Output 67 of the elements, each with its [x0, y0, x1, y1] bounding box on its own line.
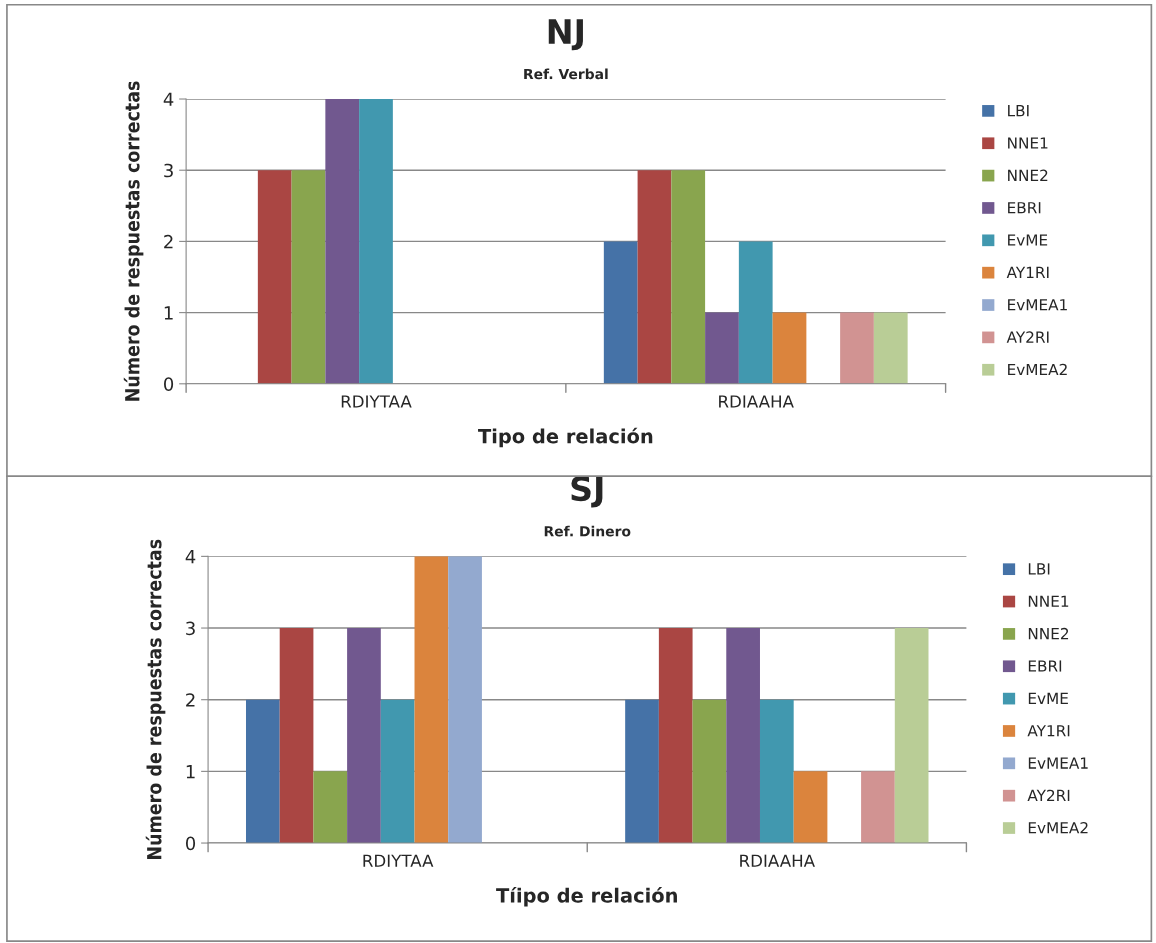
legend-label: EvME	[1008, 234, 1048, 246]
bar	[637, 170, 672, 384]
bar	[738, 241, 773, 384]
legend-label: EvME	[1028, 692, 1068, 704]
bar	[625, 699, 659, 844]
legend-label: EvMEA2	[1028, 822, 1088, 834]
y-axis-title: Número de respuestas correctas	[123, 81, 144, 401]
y-tick-label: 4	[185, 550, 196, 564]
x-tick-label: RDIYTAA	[341, 395, 412, 408]
x-tick-label: RDIAAHA	[719, 395, 794, 408]
legend-label: AY2RI	[1027, 789, 1070, 801]
y-tick-label: 0	[185, 836, 196, 851]
legend-label: AY1RI	[1006, 266, 1049, 278]
bar	[726, 628, 760, 844]
bar	[325, 99, 360, 384]
legend-label: EBRI	[1008, 202, 1041, 214]
bar	[347, 628, 381, 844]
y-tick-label: 4	[163, 92, 174, 106]
bar	[246, 699, 280, 844]
x-axis-title: Tíipo de relación	[496, 886, 677, 907]
chart-subtitle: Ref. Dinero	[544, 525, 631, 537]
bar	[658, 628, 693, 844]
bar	[257, 170, 292, 384]
y-tick-label: 3	[186, 621, 195, 636]
y-tick-label: 3	[164, 163, 173, 178]
legend-label: LBI	[1028, 563, 1050, 575]
y-tick-label: 2	[186, 693, 195, 707]
x-tick-label: RDIYTAA	[363, 854, 434, 867]
bar	[448, 556, 482, 844]
chart-subtitle: Ref. Verbal	[524, 68, 608, 80]
legend-label: EvMEA1	[1028, 757, 1088, 769]
legend-label: NNE1	[1028, 595, 1069, 607]
legend-label: AY1RI	[1027, 725, 1070, 737]
x-tick-label: RDIAAHA	[740, 854, 815, 867]
bar	[772, 312, 807, 384]
legend-label: NNE1	[1008, 137, 1048, 149]
bar	[705, 312, 739, 384]
bar	[840, 312, 874, 384]
legend-label: NNE2	[1028, 627, 1069, 640]
legend-label: LBI	[1008, 105, 1029, 117]
bar	[793, 771, 828, 844]
bar	[313, 771, 348, 844]
bar	[894, 628, 929, 844]
bar	[380, 699, 415, 844]
bar	[671, 170, 706, 384]
y-tick-label: 2	[164, 234, 173, 249]
legend-label: EBRI	[1028, 660, 1062, 672]
y-tick-label: 1	[186, 765, 195, 779]
bar	[279, 628, 314, 844]
bar	[759, 699, 794, 844]
y-tick-label: 0	[164, 377, 174, 391]
y-axis-title: Número de respuestas correctas	[145, 539, 166, 859]
bar	[861, 771, 895, 844]
legend-label: EvMEA2	[1008, 363, 1067, 376]
bar	[359, 99, 393, 384]
bar	[873, 312, 908, 384]
bar	[692, 699, 727, 844]
legend-label: AY2RI	[1006, 331, 1049, 343]
chart-title: SJ	[571, 475, 603, 508]
bar	[291, 170, 326, 384]
bar	[414, 556, 449, 844]
bar	[603, 241, 638, 384]
x-axis-title: Tipo de relación	[478, 427, 653, 448]
legend-label: EvMEA1	[1008, 299, 1067, 311]
chart-title: NJ	[548, 19, 583, 51]
y-tick-label: 1	[164, 306, 173, 320]
legend-label: NNE2	[1008, 169, 1048, 181]
